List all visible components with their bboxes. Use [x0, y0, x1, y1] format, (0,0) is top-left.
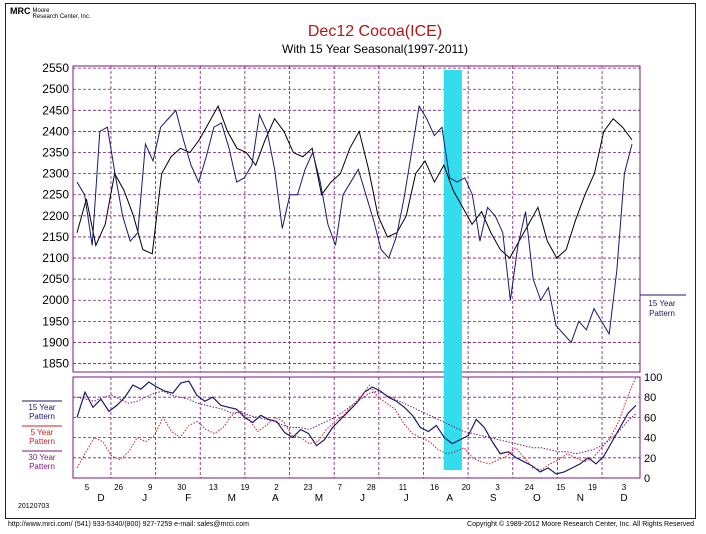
logo-text-1: Moore — [32, 8, 50, 14]
chart-subtitle: With 15 Year Seasonal(1997-2011) — [282, 42, 468, 56]
price-tick-label: 1950 — [42, 314, 69, 328]
pattern-tick-label: 80 — [644, 392, 656, 404]
x-day-tick: 19 — [240, 483, 249, 492]
x-day-tick: 9 — [148, 483, 153, 492]
price-tick-label: 2000 — [42, 293, 69, 307]
x-month-label: D — [97, 493, 104, 504]
price-panel-border — [72, 65, 641, 373]
logo-mark: MRC — [10, 6, 31, 16]
price-panel-grid — [72, 65, 641, 373]
x-day-tick: 3 — [495, 483, 500, 492]
pattern-y-ticks: 100 80 60 40 20 0 — [644, 372, 662, 485]
x-month-label: A — [446, 493, 453, 504]
15-year-pattern-line — [76, 380, 637, 475]
legend-label: 15 Year — [28, 403, 55, 412]
x-day-tick: 16 — [430, 483, 439, 492]
x-month-label: J — [142, 493, 147, 504]
x-month-label: M — [228, 493, 236, 504]
highlight-band — [443, 70, 462, 470]
price-tick-label: 2300 — [42, 167, 69, 181]
pattern-series — [76, 376, 637, 475]
price-tick-label: 2550 — [42, 61, 69, 75]
chart-title: Dec12 Cocoa(ICE) — [308, 23, 442, 40]
chart-frame — [5, 3, 696, 519]
x-day-tick: 13 — [209, 483, 218, 492]
price-series-line — [76, 104, 633, 259]
pattern-tick-label: 100 — [644, 372, 662, 384]
x-month-label: D — [620, 493, 627, 504]
x-month-label: A — [272, 493, 279, 504]
x-month-label: F — [185, 493, 191, 504]
pattern-panel-border — [72, 376, 641, 479]
legend-label: Pattern — [29, 437, 55, 446]
pattern-tick-label: 20 — [644, 453, 656, 465]
legend-label: 30 Year — [28, 453, 55, 462]
price-tick-label: 1900 — [42, 335, 69, 349]
legend-label: 5 Year — [31, 428, 54, 437]
price-tick-label: 2500 — [42, 82, 69, 96]
price-tick-label: 2350 — [42, 146, 69, 160]
price-tick-label: 1850 — [42, 357, 69, 371]
x-day-tick: 24 — [525, 483, 534, 492]
price-series — [76, 104, 633, 344]
x-day-tick: 3 — [622, 483, 627, 492]
x-day-tick: 19 — [588, 483, 597, 492]
x-day-tick: 23 — [304, 483, 313, 492]
30-year-pattern-line — [76, 390, 637, 455]
logo-text-2: Research Center, Inc. — [32, 14, 91, 20]
price-tick-label: 2050 — [42, 272, 69, 286]
x-day-tick: 11 — [399, 483, 408, 492]
x-day-tick: 30 — [177, 483, 186, 492]
price-tick-label: 2100 — [42, 251, 69, 265]
price-tick-label: 2150 — [42, 230, 69, 244]
x-month-label: J — [404, 493, 409, 504]
footer-contact: http://www.mrci.com/ (541) 933-5340/(800… — [8, 521, 249, 528]
5-year-pattern-line — [76, 376, 637, 471]
x-day-tick: 26 — [114, 483, 123, 492]
x-month-label: J — [360, 493, 365, 504]
x-day-tick: 5 — [85, 483, 90, 492]
price-tick-label: 2400 — [42, 124, 69, 138]
x-day-tick: 7 — [337, 483, 342, 492]
legend-label: Pattern — [29, 462, 55, 471]
seasonal-series-line — [76, 104, 633, 344]
x-axis-ticks: 5 26 9 30 13 19 2 23 7 28 11 16 20 3 24 15 19 3D J F M A M J J A S… — [85, 483, 628, 504]
x-month-label: M — [315, 493, 323, 504]
x-month-label: S — [490, 493, 497, 504]
x-month-label: O — [533, 493, 541, 504]
pattern-tick-label: 60 — [644, 412, 656, 424]
right-label-text: Pattern — [649, 309, 675, 318]
footer-copyright: Copyright © 1989-2012 Moore Research Cen… — [467, 521, 694, 528]
price-tick-label: 2200 — [42, 209, 69, 223]
x-day-tick: 15 — [556, 483, 565, 492]
x-day-tick: 20 — [462, 483, 471, 492]
legend-label: Pattern — [29, 412, 55, 421]
logo: MRC Moore Research Center, Inc. — [10, 6, 91, 21]
x-month-label: N — [577, 493, 584, 504]
x-day-tick: 28 — [367, 483, 376, 492]
right-label-text: 15 Year — [648, 299, 675, 308]
price-y-ticks: 2550 2500 2450 2400 2350 2300 2250 2200 2150 2100… — [42, 61, 69, 370]
date-stamp: 20120703 — [18, 503, 50, 510]
pattern-panel-grid — [72, 376, 641, 479]
x-day-tick: 2 — [274, 483, 279, 492]
price-tick-label: 2450 — [42, 103, 69, 117]
price-tick-label: 2250 — [42, 188, 69, 202]
pattern-tick-label: 40 — [644, 433, 656, 445]
pattern-tick-label: 0 — [644, 473, 650, 485]
